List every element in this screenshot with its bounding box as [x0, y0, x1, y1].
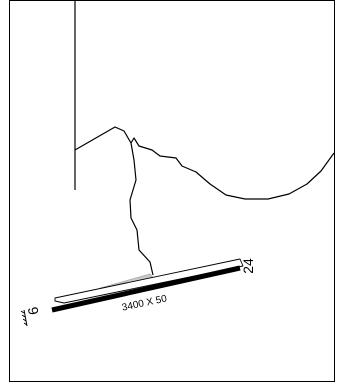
creek: [129, 142, 154, 276]
runway-strip: [51, 265, 241, 313]
runway-end-6-label: 6: [24, 305, 41, 316]
diagram-frame: [9, 0, 335, 382]
taxiway-outline: [54, 258, 244, 304]
approach-lights: [20, 309, 28, 327]
runway-end-24-label: 24: [240, 258, 256, 274]
